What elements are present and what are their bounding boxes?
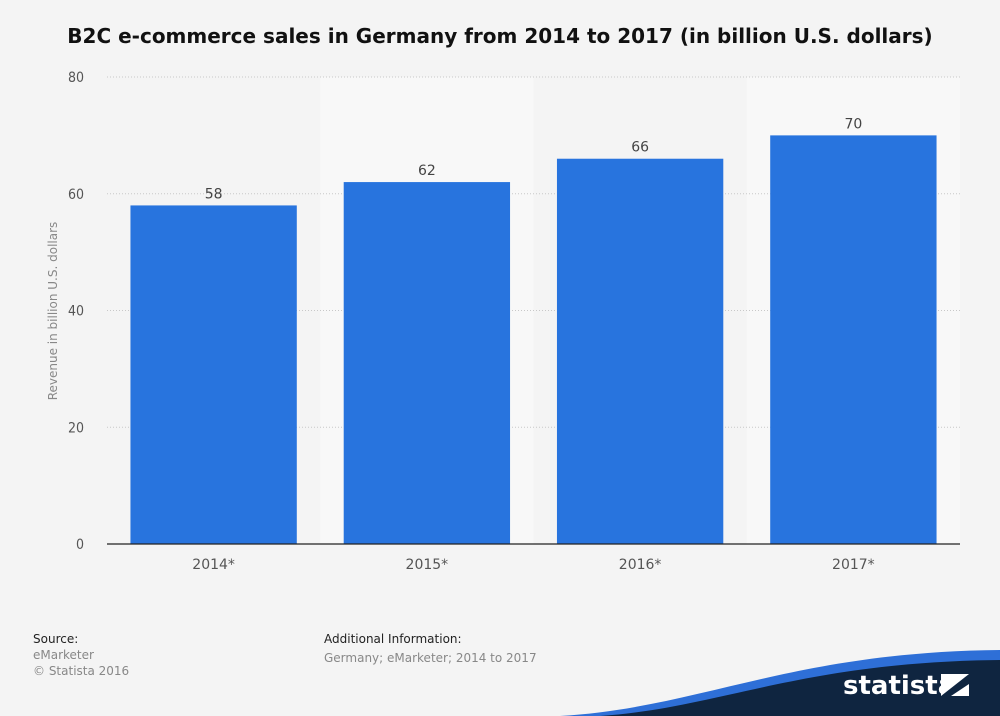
bars [130, 135, 937, 545]
chart-title: B2C e-commerce sales in Germany from 201… [67, 24, 933, 48]
y-tick-label: 0 [76, 537, 84, 553]
y-tick-label: 80 [68, 70, 84, 86]
statista-logo: statista [560, 650, 1000, 716]
bar [556, 158, 724, 544]
x-tick-label: 2017* [832, 557, 875, 573]
additional-info-text: Germany; eMarketer; 2014 to 2017 [324, 651, 537, 665]
data-label: 62 [418, 163, 436, 179]
y-axis-label: Revenue in billion U.S. dollars [46, 222, 60, 401]
x-tick-label: 2014* [192, 557, 235, 573]
gridlines [107, 76, 960, 428]
source-heading: Source: [33, 632, 79, 646]
bar [770, 135, 937, 544]
y-tick-label: 40 [68, 304, 84, 320]
data-labels: 58 62 66 70 [205, 116, 863, 202]
bar [130, 205, 297, 545]
y-tick-labels: 0 20 40 60 80 [68, 70, 84, 553]
bar [343, 182, 511, 544]
x-tick-label: 2016* [619, 557, 662, 573]
statista-logo-text: statista [843, 671, 955, 701]
source-line-1: eMarketer [33, 648, 94, 662]
statista-logo-icon [941, 674, 969, 696]
source-line-2: © Statista 2016 [33, 664, 130, 678]
data-label: 70 [844, 116, 862, 132]
x-tick-label: 2015* [406, 557, 449, 573]
x-tick-labels: 2014* 2015* 2016* 2017* [192, 557, 874, 573]
data-label: 58 [205, 186, 223, 202]
additional-info-heading: Additional Information: [324, 632, 462, 646]
y-tick-label: 20 [68, 420, 84, 436]
data-label: 66 [631, 140, 649, 156]
y-tick-label: 60 [68, 187, 84, 203]
